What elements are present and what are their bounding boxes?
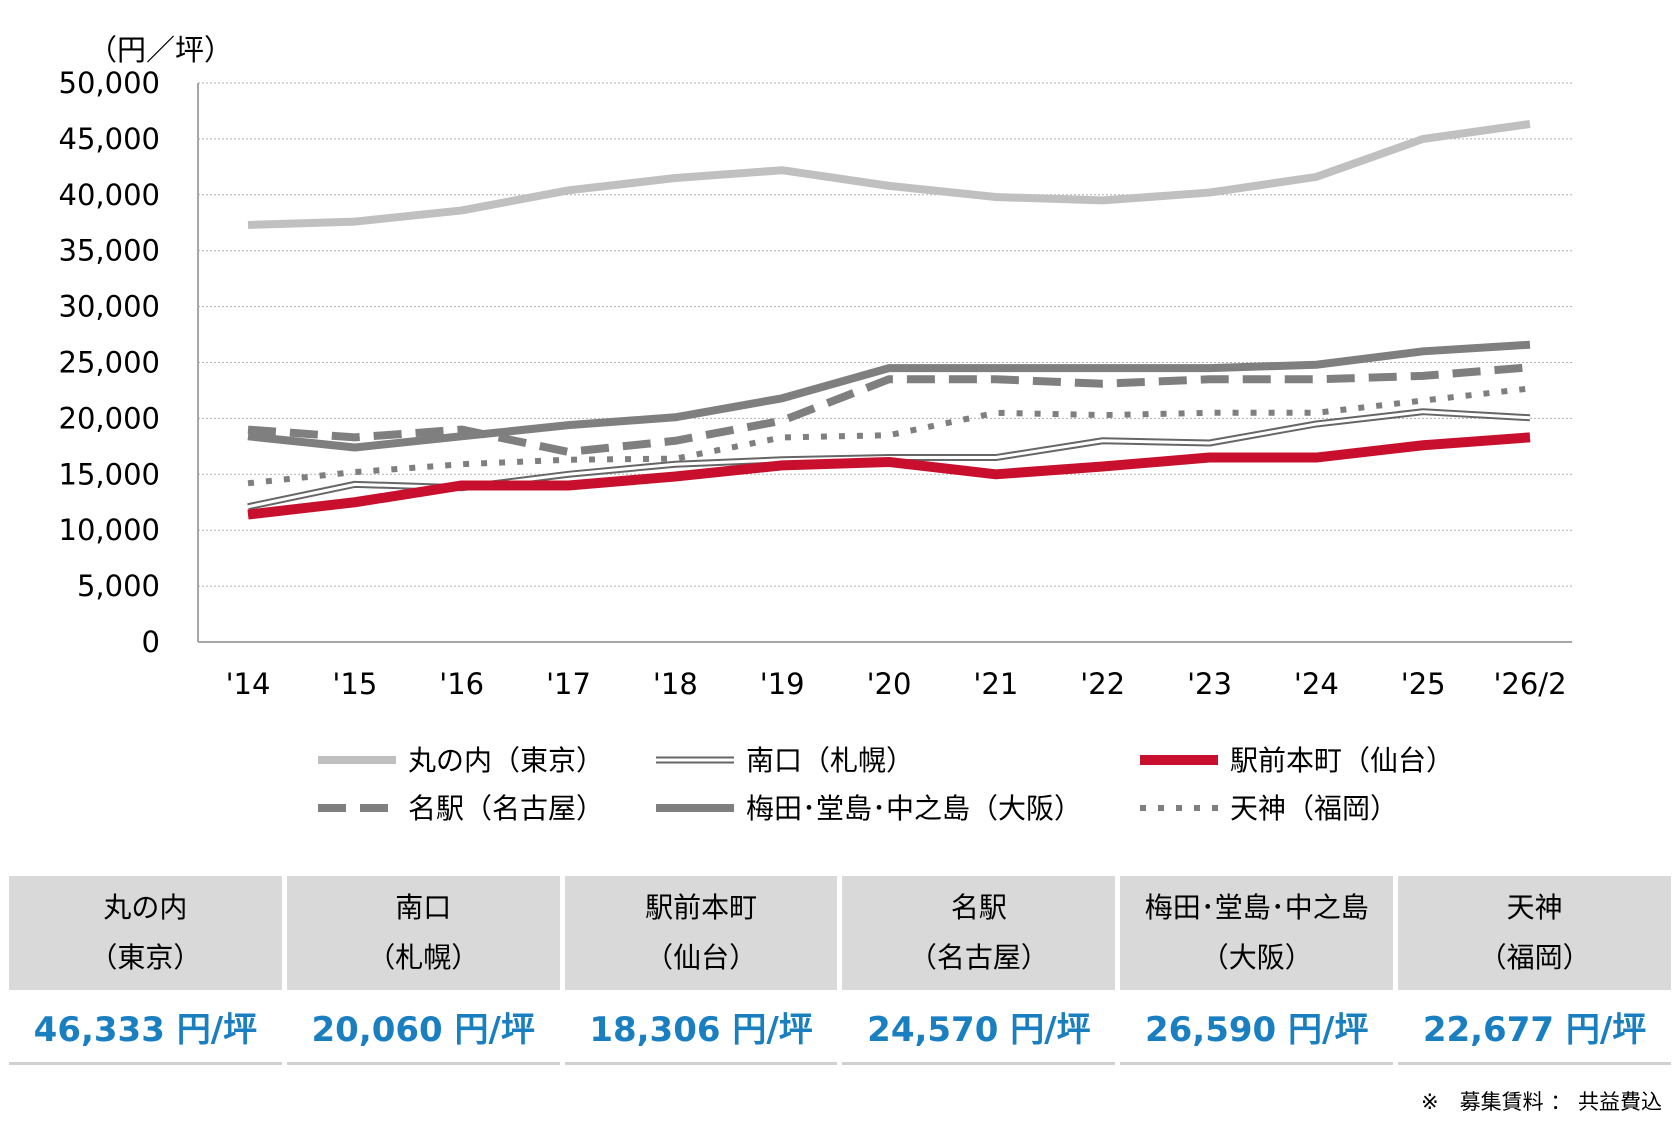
summary-region: （名古屋）: [908, 941, 1049, 974]
summary-value-row: 46,333 円/坪 20,060 円/坪 18,306 円/坪 24,570 …: [9, 990, 1671, 1065]
summary-name: 丸の内: [103, 891, 188, 924]
summary-region: （大阪）: [1200, 941, 1313, 974]
legend: 丸の内（東京） 南口（札幌） 駅前本町（仙台） 名駅（名古屋） 梅田･堂島･中之島（大阪…: [318, 744, 1454, 825]
summary-value: 26,590 円/坪: [1120, 990, 1394, 1065]
rent-line-chart: （円／坪） 50,000 45,000 40,000 35,000 30,000 25,0…: [59, 33, 1572, 825]
y-tick-label: 35,000: [59, 234, 160, 268]
y-tick-label: 40,000: [59, 178, 160, 212]
summary-region: （札幌）: [367, 941, 480, 974]
x-tick-label: '18: [653, 667, 698, 701]
legend-label: 名駅（名古屋）: [408, 792, 604, 825]
summary-region: （東京）: [89, 941, 202, 974]
x-tick-label: '15: [332, 667, 377, 701]
summary-region: （仙台）: [645, 941, 758, 974]
y-tick-label: 10,000: [59, 513, 160, 547]
series-line: [247, 432, 1531, 520]
legend-label: 駅前本町（仙台）: [1230, 744, 1454, 777]
y-axis: 50,000 45,000 40,000 35,000 30,000 25,000 20,0…: [59, 66, 199, 659]
x-tick-label: '19: [760, 667, 805, 701]
y-tick-label: 20,000: [59, 401, 160, 435]
y-unit-label: （円／坪）: [88, 33, 233, 67]
summary-name: 天神: [1506, 891, 1563, 924]
legend-label: 梅田･堂島･中之島（大阪）: [746, 792, 1082, 825]
x-tick-label: '16: [439, 667, 484, 701]
summary-value: 24,570 円/坪: [842, 990, 1116, 1065]
summary-value: 22,677 円/坪: [1398, 990, 1671, 1065]
x-tick-label: '22: [1080, 667, 1125, 701]
summary-header-cell: 梅田･堂島･中之島 （大阪）: [1120, 876, 1394, 990]
summary-region: （福岡）: [1478, 941, 1591, 974]
footnote: ※ 募集賃料 ： 共益費込: [1421, 1090, 1662, 1114]
y-tick-label: 50,000: [59, 66, 160, 100]
summary-table: 丸の内 （東京） 南口 （札幌） 駅前本町 （仙台） 名駅 （名古屋） 梅田･堂島･中之…: [4, 876, 1676, 1065]
legend-label: 丸の内（東京）: [408, 744, 604, 777]
summary-value: 18,306 円/坪: [564, 990, 838, 1065]
x-tick-label: '21: [973, 667, 1018, 701]
summary-header-row: 丸の内 （東京） 南口 （札幌） 駅前本町 （仙台） 名駅 （名古屋） 梅田･堂島･中之…: [9, 876, 1671, 990]
summary-header-cell: 名駅 （名古屋）: [842, 876, 1116, 990]
summary-name: 駅前本町: [645, 891, 758, 924]
summary-header-cell: 天神 （福岡）: [1398, 876, 1671, 990]
x-tick-label: '23: [1187, 667, 1232, 701]
y-tick-label: 45,000: [59, 122, 160, 156]
x-tick-label: '25: [1401, 667, 1446, 701]
x-tick-label: '24: [1294, 667, 1339, 701]
x-tick-label: '17: [546, 667, 591, 701]
x-axis: '14 '15 '16 '17 '18 '19 '20 '21 '22 '23 '24 '25 '26/…: [198, 641, 1572, 701]
y-tick-label: 5,000: [77, 569, 160, 603]
summary-value: 20,060 円/坪: [286, 990, 560, 1065]
y-tick-label: 15,000: [59, 457, 160, 491]
series-line: [247, 363, 1531, 456]
x-tick-label: '20: [867, 667, 912, 701]
summary-header-cell: 駅前本町 （仙台）: [564, 876, 838, 990]
summary-name: 南口: [395, 891, 452, 924]
y-tick-label: 25,000: [59, 346, 160, 380]
x-tick-label: '26/2: [1493, 667, 1566, 701]
series-line: [247, 340, 1531, 452]
series-lines: [247, 120, 1531, 520]
legend-label: 南口（札幌）: [746, 744, 914, 777]
summary-name: 梅田･堂島･中之島: [1144, 891, 1369, 924]
summary-name: 名駅: [950, 891, 1007, 924]
x-tick-label: '14: [226, 667, 271, 701]
y-tick-label: 0: [142, 625, 160, 659]
summary-header-cell: 丸の内 （東京）: [9, 876, 282, 990]
y-tick-label: 30,000: [59, 290, 160, 324]
summary-value: 46,333 円/坪: [9, 990, 282, 1065]
legend-label: 天神（福岡）: [1230, 792, 1398, 825]
series-line: [247, 120, 1531, 229]
summary-header-cell: 南口 （札幌）: [286, 876, 560, 990]
